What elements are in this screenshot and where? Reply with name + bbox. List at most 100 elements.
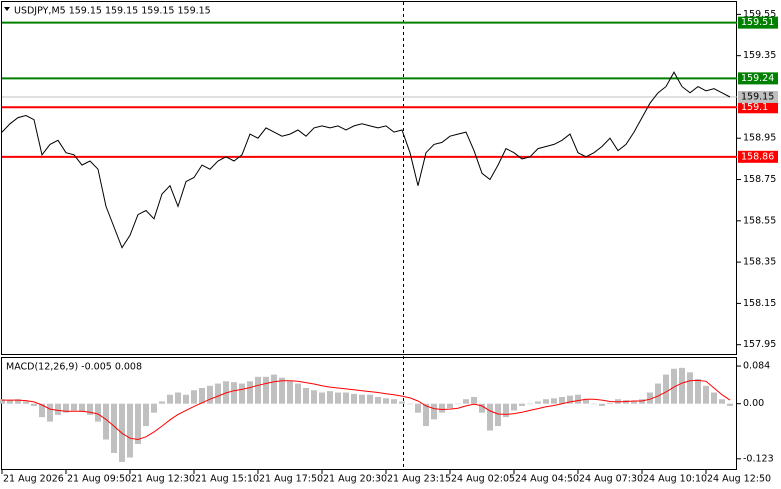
x-tick-label: 21 Aug 2026 [3, 474, 64, 485]
level-label: 159.1 [741, 102, 768, 113]
histogram-bar [455, 403, 461, 405]
histogram-bar [415, 403, 421, 413]
histogram-bar [583, 399, 589, 404]
histogram-bar [367, 394, 373, 404]
histogram-bar [607, 402, 613, 404]
y-tick-label: 158.95 [743, 133, 776, 144]
histogram-bar [447, 403, 453, 409]
x-tick-label: 21 Aug 09:50 [67, 474, 131, 485]
last-price-box [738, 90, 778, 103]
x-tick-label: 21 Aug 15:10 [195, 474, 259, 485]
level-label: 159.24 [741, 73, 774, 84]
y-tick-label: -0.123 [743, 453, 774, 464]
histogram-bar [711, 392, 717, 404]
histogram-bar [263, 376, 269, 404]
histogram-bar [247, 381, 253, 404]
histogram-bar [215, 383, 221, 404]
histogram-bar [391, 399, 397, 404]
y-tick-label: 159.55 [743, 9, 776, 20]
histogram-bar [279, 377, 285, 404]
histogram-bar [303, 388, 309, 404]
histogram-bar [679, 367, 685, 404]
x-tick-label: 21 Aug 17:50 [259, 474, 323, 485]
histogram-bar [503, 403, 509, 418]
histogram-bar [31, 403, 37, 406]
title-arrow [4, 7, 10, 11]
y-tick-label: 0.084 [743, 361, 770, 372]
histogram-bar [463, 399, 469, 404]
histogram-bar [255, 376, 261, 404]
histogram-bar [287, 381, 293, 404]
histogram-bar [103, 403, 109, 440]
price-frame [1, 1, 737, 355]
histogram-bar [87, 403, 93, 415]
x-tick-label: 24 Aug 02:05 [451, 474, 515, 485]
histogram-bar [343, 392, 349, 404]
histogram-bar [55, 403, 61, 415]
histogram-bar [175, 392, 181, 404]
x-tick-label: 21 Aug 23:15 [387, 474, 451, 485]
histogram-bar [63, 403, 69, 413]
histogram-bar [23, 401, 29, 404]
histogram-bar [135, 403, 141, 445]
histogram-bar [487, 403, 493, 431]
level-label: 159.51 [741, 17, 774, 28]
histogram-bar [375, 396, 381, 404]
histogram-bar [191, 390, 197, 404]
histogram-bar [271, 374, 277, 404]
histogram-bar [351, 393, 357, 404]
histogram-bar [479, 403, 485, 413]
level-label-box [738, 16, 778, 29]
y-tick-label: 158.75 [743, 174, 776, 185]
histogram-bar [663, 374, 669, 404]
histogram-bar [143, 403, 149, 427]
panel-title: USDJPY,M5 159.15 159.15 159.15 159.15 [14, 6, 211, 17]
histogram-bar [239, 383, 245, 404]
level-label-box [738, 150, 778, 163]
histogram-bar [7, 400, 13, 404]
y-tick-label: 157.95 [743, 339, 776, 350]
histogram-bar [231, 382, 237, 404]
last-price-label: 159.15 [741, 91, 774, 102]
x-tick-label: 24 Aug 04:50 [515, 474, 579, 485]
y-tick-label: 159.35 [743, 50, 776, 61]
histogram-bar [567, 395, 573, 404]
histogram-bar [407, 403, 413, 405]
histogram-bar [111, 403, 117, 453]
level-label-box [738, 72, 778, 85]
histogram-bar [199, 388, 205, 404]
x-tick-label: 24 Aug 12:50 [707, 474, 771, 485]
histogram-bar [695, 379, 701, 404]
histogram-bar [511, 403, 517, 411]
histogram-bar [39, 403, 45, 418]
histogram-bar [383, 398, 389, 404]
histogram-bar [471, 396, 477, 404]
histogram-bar [0, 399, 5, 404]
histogram-bar [71, 403, 77, 411]
histogram-bar [95, 403, 101, 422]
histogram-bar [295, 383, 301, 404]
histogram-bar [399, 401, 405, 404]
x-tick-label: 21 Aug 20:30 [323, 474, 387, 485]
histogram-bar [519, 403, 525, 406]
histogram-bar [423, 403, 429, 427]
histogram-bar [543, 399, 549, 404]
histogram-bar [551, 398, 557, 404]
histogram-bar [167, 394, 173, 404]
histogram-bar [127, 403, 133, 458]
histogram-bar [319, 392, 325, 404]
histogram-bar [727, 403, 733, 406]
y-tick-label: 158.55 [743, 215, 776, 226]
histogram-bar [183, 394, 189, 404]
level-label-box [738, 101, 778, 114]
histogram-bar [535, 401, 541, 404]
level-label: 158.86 [741, 151, 774, 162]
y-tick-label: 158.35 [743, 257, 776, 268]
x-tick-label: 24 Aug 07:30 [579, 474, 643, 485]
histogram-bar [327, 391, 333, 404]
histogram-bar [719, 399, 725, 404]
histogram-bar [359, 394, 365, 404]
